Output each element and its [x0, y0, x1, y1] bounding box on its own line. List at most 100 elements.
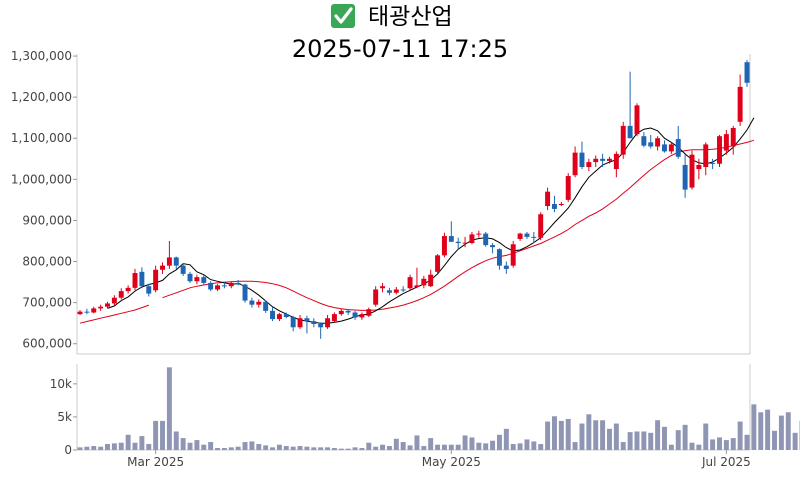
candle: [166, 240, 172, 269]
volume-bar: [331, 448, 337, 450]
candle: [476, 230, 482, 238]
candle-body: [386, 290, 392, 293]
candle: [91, 306, 97, 314]
ma-long-segment: [79, 304, 149, 324]
candle-body: [153, 269, 159, 291]
volume-bar: [682, 424, 688, 450]
candle: [600, 153, 606, 168]
candle-body: [737, 86, 743, 122]
volume-bar: [318, 447, 324, 450]
volume-bar: [304, 446, 310, 450]
volume-bar: [723, 440, 729, 450]
candle-body: [710, 162, 716, 164]
volume-bar: [469, 437, 475, 450]
volume-bar: [352, 447, 358, 450]
candle-body: [689, 154, 695, 188]
volume-bar: [593, 420, 599, 450]
candle-body: [352, 312, 358, 318]
volume-bar: [228, 447, 234, 450]
candle-body: [187, 273, 193, 282]
volume-bar: [84, 446, 90, 450]
candle-body: [228, 282, 234, 287]
volume-bar: [345, 448, 351, 450]
candle-body: [510, 244, 516, 266]
ma-long-segment: [162, 139, 755, 311]
candle: [263, 300, 269, 313]
candle-body: [538, 214, 544, 238]
candle: [187, 271, 193, 283]
date-tick-label: Jul 2025: [701, 455, 751, 469]
candle: [737, 74, 743, 126]
candle-body: [338, 310, 344, 315]
candle-body: [744, 62, 750, 83]
candle-body: [551, 204, 557, 209]
candle: [318, 322, 324, 339]
candles: [77, 60, 750, 339]
volume-bar: [194, 440, 200, 450]
candle: [551, 195, 557, 213]
candle: [662, 140, 667, 153]
candle: [723, 130, 729, 155]
price-panel: 600,000 700,000 800,000 900,000 1,000,000 1,1…: [11, 49, 755, 355]
candle: [469, 231, 475, 245]
candle-body: [400, 289, 406, 291]
candle: [386, 287, 392, 296]
candle: [682, 154, 688, 198]
candle-body: [311, 321, 317, 324]
volume-bar: [524, 439, 530, 450]
candle: [201, 274, 207, 286]
volume-bar: [276, 444, 282, 450]
candle-body: [208, 282, 214, 290]
volume-tick-label: 0: [64, 443, 72, 457]
candle: [118, 288, 124, 300]
candle-body: [496, 249, 502, 266]
price-tick-label: 1,000,000: [11, 172, 72, 186]
candle-body: [483, 233, 489, 246]
volume-bar: [538, 444, 544, 450]
candle-body: [648, 142, 654, 147]
volume-bar: [235, 446, 241, 450]
volume-bar: [668, 444, 674, 450]
volume-bar: [201, 444, 207, 450]
candle-body: [682, 164, 688, 190]
candle: [331, 312, 337, 323]
candle: [689, 150, 695, 190]
ma-long-line: [79, 139, 755, 324]
volume-bar: [208, 442, 214, 450]
candle-body: [180, 265, 186, 274]
volume-bar: [675, 430, 681, 450]
volume-bar: [187, 442, 193, 450]
candle: [717, 134, 722, 168]
candle-body: [139, 271, 145, 287]
candle-body: [606, 158, 612, 161]
volume-bar: [366, 442, 372, 450]
candle: [373, 286, 379, 307]
candle-body: [490, 245, 496, 248]
candle-body: [455, 241, 461, 244]
volume-bar: [751, 404, 757, 450]
candle: [311, 318, 317, 328]
candle: [510, 240, 516, 268]
candle: [105, 301, 110, 309]
candle: [517, 232, 523, 241]
candle-body: [290, 317, 296, 328]
candle-body: [380, 286, 386, 289]
volume-bar: [606, 428, 612, 450]
candle: [256, 299, 262, 308]
volume-bar: [153, 420, 159, 450]
candle: [524, 231, 530, 239]
volume-bar: [373, 446, 379, 450]
candle: [407, 274, 413, 291]
candle: [146, 283, 152, 297]
candle: [270, 306, 276, 322]
candle: [139, 267, 145, 289]
candle-body: [703, 144, 709, 168]
candle-body: [579, 152, 585, 168]
candle-body: [503, 265, 509, 269]
candle-body: [655, 138, 661, 147]
volume-bar: [496, 434, 502, 450]
candle: [558, 201, 564, 207]
candle: [380, 282, 386, 293]
candle: [744, 60, 750, 87]
candle-body: [421, 278, 427, 286]
